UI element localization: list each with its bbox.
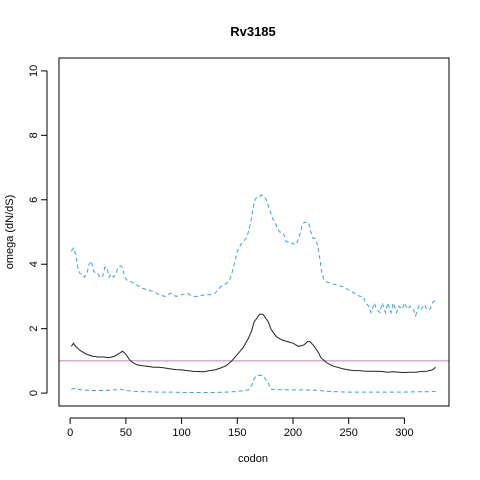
plot-frame [58, 57, 450, 407]
x-tick-label: 100 [172, 427, 190, 439]
y-tick-label: 8 [28, 132, 40, 138]
series-line-upper-bound [70, 194, 436, 318]
y-tick-label: 0 [28, 390, 40, 396]
series-line-estimate [70, 313, 436, 374]
plot-area [59, 194, 449, 393]
x-axis: 0 50 100 150 200 250 300 [67, 417, 414, 439]
x-tick-label: 200 [284, 427, 302, 439]
series-line-lower-bound [71, 374, 436, 393]
y-tick-label: 2 [28, 326, 40, 332]
y-axis: 0 2 4 6 8 10 [28, 65, 48, 396]
y-tick-label: 4 [28, 261, 40, 267]
x-tick-label: 150 [228, 427, 246, 439]
y-tick-label: 10 [28, 65, 40, 77]
chart-title: Rv3185 [230, 24, 276, 39]
x-tick-label: 250 [340, 427, 358, 439]
x-tick-label: 0 [67, 427, 73, 439]
y-axis-label: omega (dN/dS) [4, 195, 16, 270]
x-axis-label: codon [238, 453, 268, 465]
y-tick-label: 6 [28, 197, 40, 203]
x-tick-label: 50 [120, 427, 132, 439]
x-tick-label: 300 [395, 427, 413, 439]
